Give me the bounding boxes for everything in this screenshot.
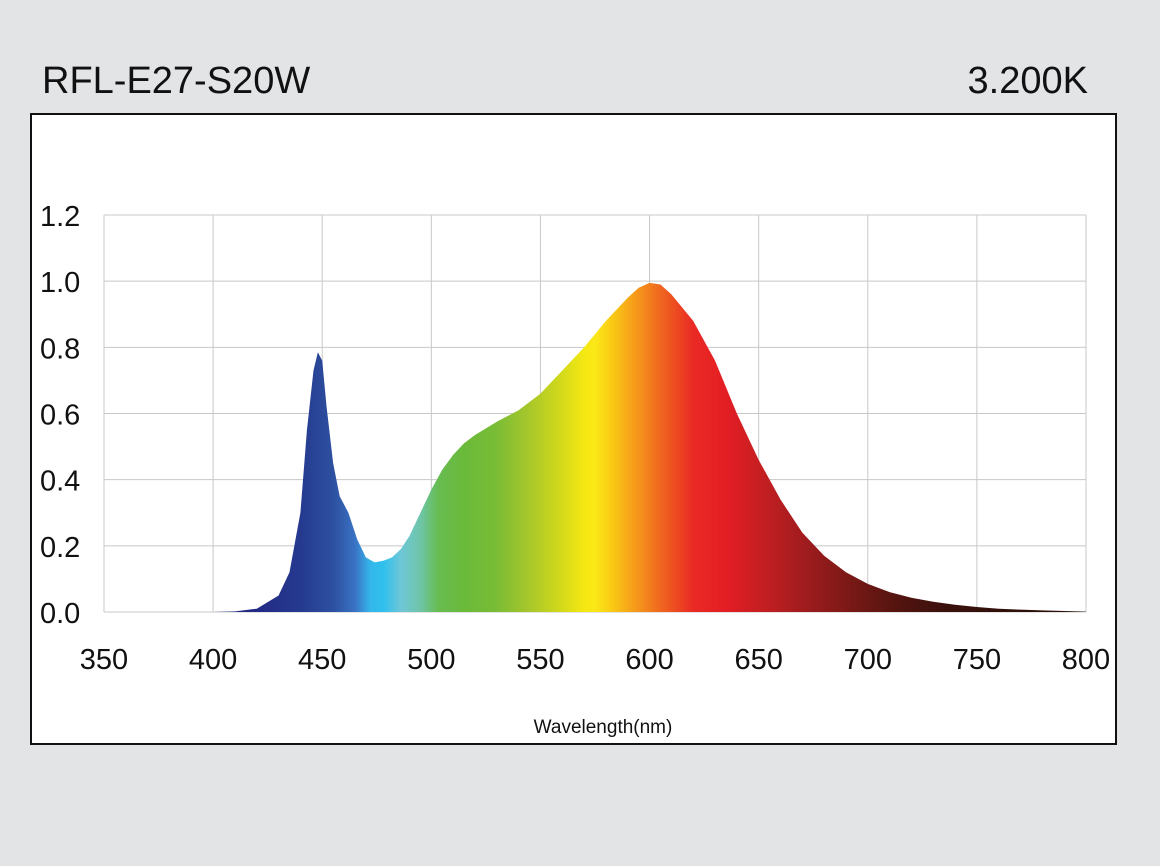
x-tick-label: 550 — [516, 644, 564, 676]
chart-panel: 350 400 450 500 550 600 650 700 750 800 0.0 0.2 0.4… — [30, 113, 1117, 745]
y-tick-label: 1.2 — [40, 201, 80, 233]
spectrum-area — [104, 282, 1086, 612]
x-axis-label: Wavelength(nm) — [534, 717, 673, 738]
x-tick-label: 600 — [625, 644, 673, 676]
y-tick-label: 0.4 — [40, 466, 80, 498]
x-tick-label: 350 — [80, 644, 128, 676]
y-tick-label: 0.0 — [40, 598, 80, 630]
cct-title: 3.200K — [967, 60, 1088, 102]
y-tick-label: 0.2 — [40, 532, 80, 564]
spectrum-area-group — [104, 282, 1086, 612]
y-tick-label: 0.8 — [40, 333, 80, 365]
x-axis-ticks: 350 400 450 500 550 600 650 700 750 800 — [80, 644, 1110, 676]
x-tick-label: 500 — [407, 644, 455, 676]
y-axis-ticks: 0.0 0.2 0.4 0.6 0.8 1.0 1.2 — [40, 201, 80, 630]
x-tick-label: 450 — [298, 644, 346, 676]
y-tick-label: 0.6 — [40, 400, 80, 432]
x-tick-label: 750 — [953, 644, 1001, 676]
y-tick-label: 1.0 — [40, 267, 80, 299]
x-tick-label: 400 — [189, 644, 237, 676]
model-title: RFL-E27-S20W — [42, 60, 311, 102]
x-tick-label: 700 — [844, 644, 892, 676]
x-tick-label: 800 — [1062, 644, 1110, 676]
spectrum-chart: 350 400 450 500 550 600 650 700 750 800 0.0 0.2 0.4… — [40, 201, 1110, 738]
x-tick-label: 650 — [734, 644, 782, 676]
